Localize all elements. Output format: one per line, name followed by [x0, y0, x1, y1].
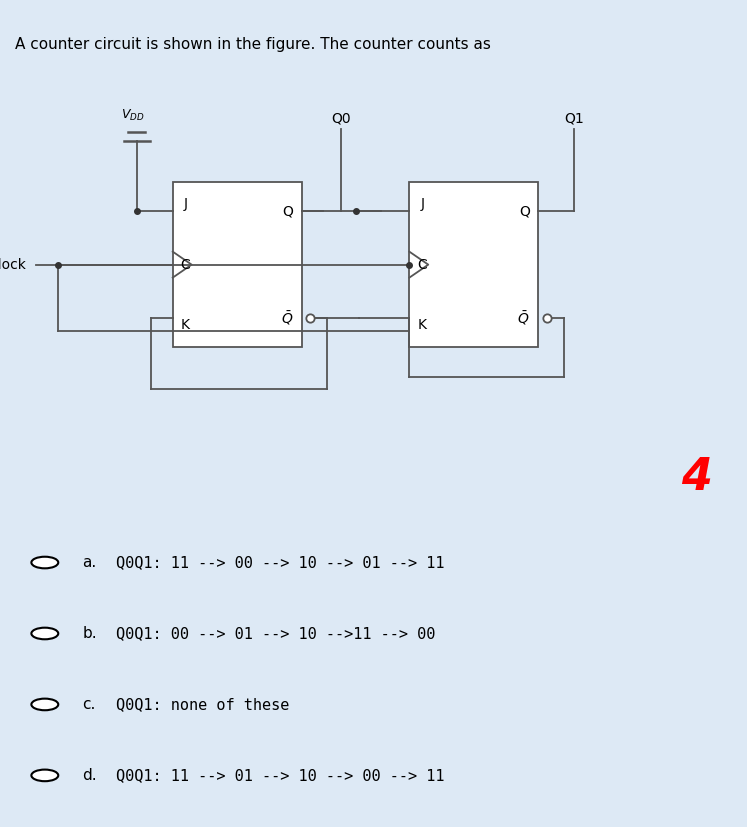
Text: 4: 4	[681, 456, 712, 499]
Bar	[173, 182, 302, 347]
Text: $V_{DD}$: $V_{DD}$	[122, 108, 145, 123]
Text: Q: Q	[519, 204, 530, 218]
Text: C: C	[181, 258, 190, 271]
Circle shape	[31, 699, 58, 710]
Text: d.: d.	[82, 768, 97, 783]
Circle shape	[31, 628, 58, 639]
Text: A counter circuit is shown in the figure. The counter counts as: A counter circuit is shown in the figure…	[15, 37, 491, 52]
Text: Q1: Q1	[565, 112, 584, 126]
Text: C: C	[418, 258, 427, 271]
Text: a.: a.	[82, 555, 96, 570]
Text: J: J	[421, 198, 424, 212]
Text: K: K	[418, 318, 427, 332]
Text: $\bar{Q}$: $\bar{Q}$	[518, 309, 530, 327]
Text: Clock: Clock	[0, 258, 25, 271]
Text: c.: c.	[82, 697, 96, 712]
Text: J: J	[184, 198, 187, 212]
Text: Q0Q1: 11 --> 00 --> 10 --> 01 --> 11: Q0Q1: 11 --> 00 --> 10 --> 01 --> 11	[116, 555, 444, 570]
Text: Q: Q	[282, 204, 293, 218]
Text: Q0: Q0	[332, 112, 351, 126]
Circle shape	[31, 557, 58, 568]
Text: K: K	[181, 318, 190, 332]
Text: $\bar{Q}$: $\bar{Q}$	[281, 309, 293, 327]
Text: Q0Q1: 00 --> 01 --> 10 -->11 --> 00: Q0Q1: 00 --> 01 --> 10 -->11 --> 00	[116, 626, 436, 641]
Text: Q0Q1: none of these: Q0Q1: none of these	[116, 697, 289, 712]
Circle shape	[31, 770, 58, 782]
Text: Q0Q1: 11 --> 01 --> 10 --> 00 --> 11: Q0Q1: 11 --> 01 --> 10 --> 00 --> 11	[116, 768, 444, 783]
Bar	[409, 182, 539, 347]
Text: b.: b.	[82, 626, 97, 641]
